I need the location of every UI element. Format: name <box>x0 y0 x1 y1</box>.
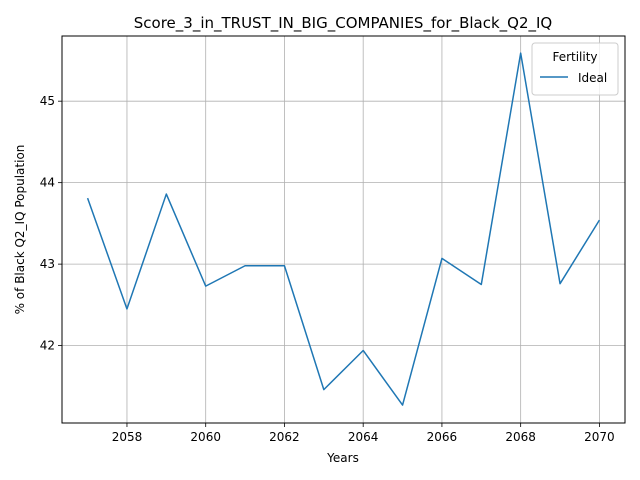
legend-title: Fertility <box>552 50 597 64</box>
x-axis-label: Years <box>326 451 359 465</box>
y-tick-label: 45 <box>40 94 55 108</box>
y-tick-label: 44 <box>40 176 55 190</box>
y-tick-label: 43 <box>40 257 55 271</box>
y-axis-ticks: 42 43 44 45 <box>40 94 62 353</box>
legend-label-ideal: Ideal <box>578 71 607 85</box>
x-tick-label: 2062 <box>269 430 300 444</box>
x-tick-label: 2060 <box>190 430 221 444</box>
y-axis-label: % of Black Q2_IQ Population <box>13 145 27 315</box>
x-tick-label: 2068 <box>505 430 536 444</box>
series-layer <box>86 52 601 406</box>
legend: Fertility Ideal <box>531 42 619 96</box>
legend-box <box>531 42 619 96</box>
grid-lines <box>62 36 625 423</box>
x-tick-label: 2070 <box>584 430 615 444</box>
x-tick-label: 2064 <box>348 430 379 444</box>
x-tick-label: 2066 <box>427 430 458 444</box>
plot-frame <box>61 35 626 424</box>
chart-title: Score_3_in_TRUST_IN_BIG_COMPANIES_for_Bl… <box>134 14 552 33</box>
x-tick-label: 2058 <box>112 430 143 444</box>
x-axis-ticks: 2058 2060 2062 2064 2066 2068 2070 <box>112 423 615 444</box>
y-tick-label: 42 <box>40 339 55 353</box>
series-line-ideal <box>86 52 601 406</box>
